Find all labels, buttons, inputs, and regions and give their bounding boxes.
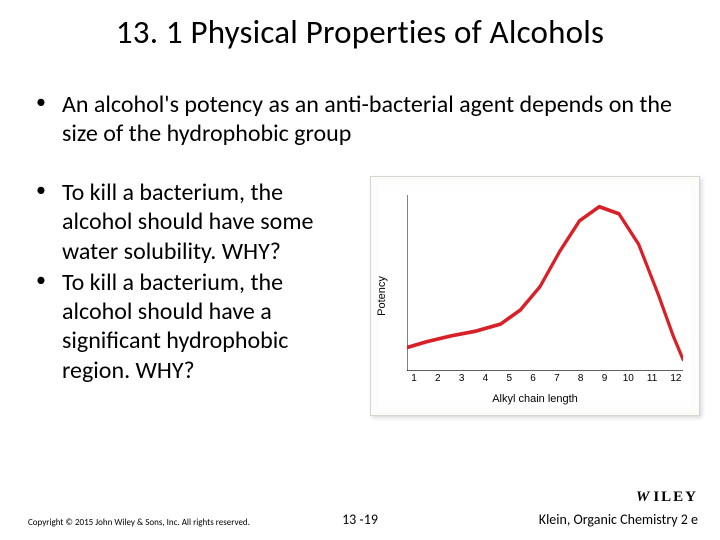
x-tick-label: 7 (550, 373, 564, 387)
x-tick-label: 1 (407, 373, 421, 387)
chart-svg (407, 195, 683, 371)
chart-inner: Potency 123456789101112 Alkyl chain leng… (379, 185, 691, 407)
logo-w: W (636, 489, 651, 505)
potency-chart: Potency 123456789101112 Alkyl chain leng… (370, 176, 700, 416)
bullet-item: To kill a bacterium, the alcohol should … (28, 178, 328, 266)
x-tick-label: 9 (598, 373, 612, 387)
x-tick-label: 5 (502, 373, 516, 387)
bullet-list-left: To kill a bacterium, the alcohol should … (28, 178, 328, 387)
x-axis-label: Alkyl chain length (379, 393, 691, 405)
book-reference: Klein, Organic Chemistry 2 e (539, 511, 698, 528)
y-axis-label: Potency (376, 276, 388, 316)
x-tick-label: 10 (621, 373, 635, 387)
bullet-item: An alcohol's potency as an anti-bacteria… (28, 90, 692, 149)
x-tick-labels: 123456789101112 (407, 373, 683, 387)
x-tick-label: 4 (478, 373, 492, 387)
x-tick-label: 12 (669, 373, 683, 387)
slide-title: 13. 1 Physical Properties of Alcohols (0, 12, 720, 52)
x-tick-label: 2 (431, 373, 445, 387)
bullet-item: To kill a bacterium, the alcohol should … (28, 268, 328, 385)
x-tick-label: 11 (645, 373, 659, 387)
plot-area (407, 195, 683, 371)
logo-text: ILEY (653, 489, 698, 505)
publisher-logo: WILEY (636, 489, 698, 506)
x-tick-label: 6 (526, 373, 540, 387)
bullet-list-top: An alcohol's potency as an anti-bacteria… (28, 90, 692, 149)
x-tick-label: 8 (574, 373, 588, 387)
x-tick-label: 3 (455, 373, 469, 387)
potency-curve (407, 207, 683, 360)
